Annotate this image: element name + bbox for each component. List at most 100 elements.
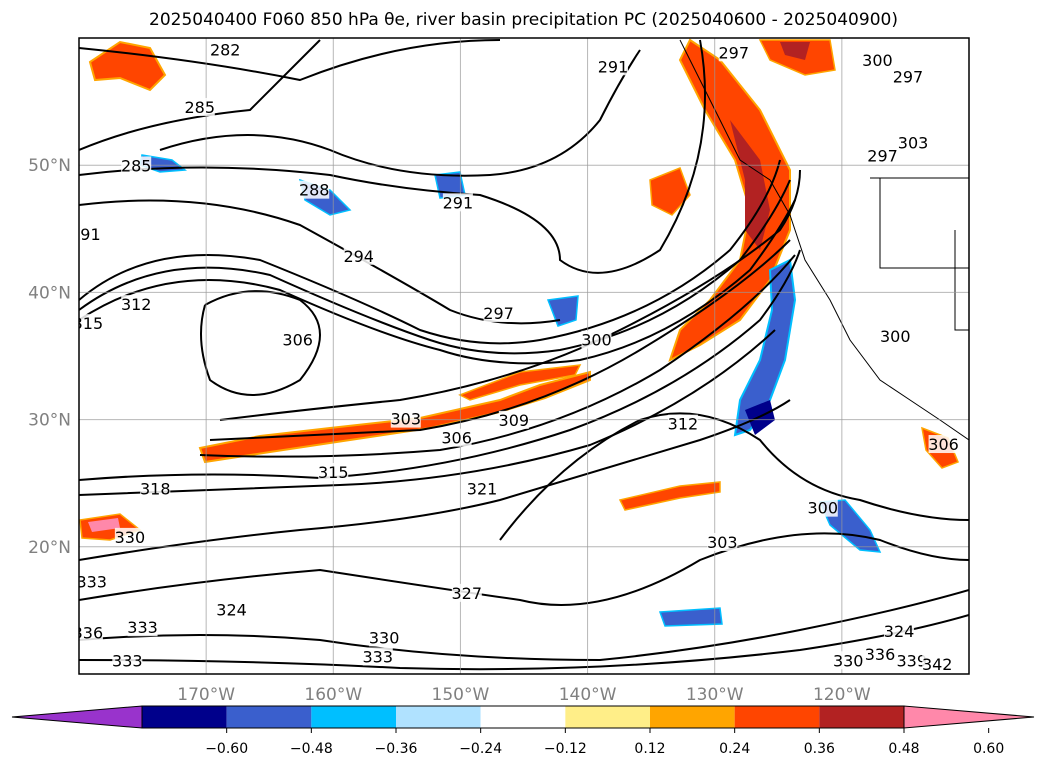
lat-tick-label: 30°N: [28, 411, 71, 431]
contour-label: 336: [73, 623, 104, 642]
contour-label: 309: [499, 411, 530, 430]
colorbar-frame: [141, 705, 905, 729]
contour-label-bg: [867, 146, 898, 165]
contour-label-bg: [833, 651, 864, 670]
contour-label-bg: [121, 295, 152, 314]
contour-label: 303: [390, 410, 421, 429]
lon-tick-label: 150°W: [432, 685, 490, 705]
contour-label-bg: [581, 330, 612, 349]
colorbar-box: [226, 706, 312, 728]
map-frame: [78, 37, 970, 675]
lon-tick-label: 130°W: [686, 685, 744, 705]
contour-label: 324: [216, 600, 247, 619]
contour-label-bg: [140, 479, 171, 498]
colorbar-tick-label: 0.60: [973, 741, 1004, 757]
contour-label-bg: [498, 410, 529, 429]
contour-label: 330: [115, 528, 146, 547]
contour-label: 297: [483, 304, 514, 323]
contour-label-bg: [299, 180, 330, 199]
contour-label: 285: [185, 98, 216, 117]
contour-label: 306: [282, 331, 313, 350]
contour-label-bg: [121, 156, 152, 175]
contour-label: 300: [862, 51, 893, 70]
colorbar-box: [480, 706, 566, 728]
contour-label-bg: [282, 330, 313, 349]
contour-label-bg: [127, 618, 158, 637]
contour-label-bg: [898, 133, 929, 152]
colorbar-box: [565, 706, 650, 728]
colorbar-box: [396, 706, 481, 728]
contour-label: 291: [70, 225, 101, 244]
colorbar-extend-high: [903, 705, 1035, 729]
colorbar-box: [819, 706, 904, 728]
contour-label: 342: [922, 655, 953, 674]
contour-label-bg: [390, 409, 421, 428]
contour-label: 297: [867, 146, 898, 165]
contour-label: 306: [441, 429, 472, 448]
page-title: 2025040400 F060 850 hPa θe, river basin …: [149, 10, 898, 30]
colorbar-tick-label: 0.24: [719, 741, 750, 757]
contour-label: 315: [73, 314, 104, 333]
contour-label: 333: [112, 651, 143, 670]
contour-label-bg: [362, 647, 393, 666]
lon-tick-label: 140°W: [559, 685, 617, 705]
contour-label-bg: [318, 463, 349, 482]
contour-label-bg: [369, 628, 400, 647]
contour-label: 303: [707, 533, 738, 552]
contour-label-bg: [880, 326, 911, 345]
colorbar-extend-low: [11, 705, 143, 729]
contour-label-bg: [112, 651, 143, 670]
contour-label-bg: [114, 527, 145, 546]
contour-label-bg: [483, 304, 514, 323]
contour-label: 306: [928, 435, 959, 454]
contour-label: 300: [581, 331, 612, 350]
precipitation-shading: [79, 38, 959, 627]
contour-label-bg: [928, 435, 959, 454]
colorbar: −0.60 −0.48 −0.36 −0.24 −0.12 0.12 0.24 0.36 0.4…: [11, 705, 1035, 757]
contour-label-bg: [216, 600, 247, 619]
colorbar-tick-label: −0.36: [375, 741, 418, 757]
contour-label: 312: [121, 295, 152, 314]
contour-label-bg: [343, 246, 374, 265]
lat-tick-label: 40°N: [28, 283, 71, 303]
colorbar-tick-label: −0.24: [459, 741, 502, 757]
colorbar-tick-label: −0.12: [544, 741, 587, 757]
contour-label-bg: [451, 583, 482, 602]
contour-label: 318: [140, 480, 171, 499]
contour-label: 300: [808, 499, 839, 518]
lon-tick-label: 160°W: [304, 685, 362, 705]
coastlines: [679, 39, 969, 441]
colorbar-tick-label: 0.12: [634, 741, 665, 757]
contour-label: 330: [369, 628, 400, 647]
contour-label: 333: [76, 572, 107, 591]
contour-label: 321: [467, 480, 498, 499]
contour-label-bg: [184, 97, 215, 116]
colorbar-box: [142, 706, 227, 728]
contour-label-bg: [79, 314, 103, 333]
colorbar-box: [311, 706, 396, 728]
contour-label: 339: [897, 651, 928, 670]
lat-tick-label: 20°N: [28, 538, 71, 558]
contour-label-bg: [718, 43, 749, 62]
colorbar-tick-label: −0.60: [205, 741, 248, 757]
colorbar-tick-label: 0.48: [888, 741, 919, 757]
colorbar-box: [650, 706, 735, 728]
lon-tick-label: 120°W: [813, 685, 871, 705]
latitude-ticks: 50°N 40°N 30°N 20°N: [28, 156, 71, 558]
contour-label-bg: [922, 655, 953, 674]
contour-label: 297: [719, 43, 750, 62]
contour-label: 327: [452, 584, 483, 603]
contour-label-bg: [79, 225, 101, 244]
colorbar-ticks: −0.60 −0.48 −0.36 −0.24 −0.12 0.12 0.24 0.36 0.4…: [205, 728, 1004, 757]
colorbar-box: [734, 706, 820, 728]
colorbar-boxes: [11, 705, 1035, 729]
lat-tick-label: 50°N: [28, 156, 71, 176]
contour-label: 303: [898, 134, 929, 153]
contour-label: 315: [318, 463, 349, 482]
contour-label-bg: [441, 428, 472, 447]
contour-label: 294: [343, 247, 374, 266]
contour-label-bg: [862, 50, 893, 69]
contour-label: 330: [833, 651, 864, 670]
contour-label: 297: [893, 67, 924, 86]
